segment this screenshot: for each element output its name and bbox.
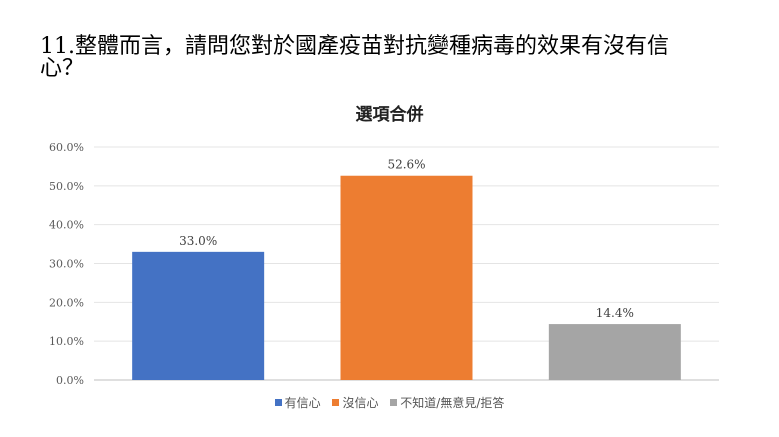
chart-title: 選項合併 (355, 105, 424, 125)
y-tick-label: 40.0% (49, 219, 84, 232)
question-line-2: 心？ (40, 56, 85, 81)
y-tick-label: 10.0% (49, 335, 84, 348)
legend-item-not-confident: 沒信心 (332, 394, 378, 411)
legend-swatch (390, 399, 398, 406)
bar-1 (340, 175, 473, 380)
data-label: 14.4% (596, 306, 634, 320)
bar-0 (132, 251, 265, 380)
y-tick-label: 20.0% (49, 296, 84, 309)
data-label: 33.0% (179, 234, 217, 248)
y-tick-label: 50.0% (49, 180, 84, 193)
bars (132, 175, 681, 380)
bar-2 (548, 324, 681, 380)
question-text: 11.整體而言，請問您對於國產疫苗對抗變種病毒的效果有沒有信 心？ (40, 36, 740, 80)
y-tick-label: 30.0% (49, 258, 84, 271)
legend-item-no-opinion: 不知道/無意見/拒答 (390, 394, 504, 411)
legend-item-confident: 有信心 (274, 394, 321, 411)
y-axis: 0.0% 10.0% 20.0% 30.0% 40.0% 50.0% 60.0% (49, 141, 84, 387)
data-label: 52.6% (387, 158, 425, 172)
data-labels: 33.0% 52.6% 14.4% (179, 158, 634, 320)
y-tick-label: 60.0% (49, 141, 84, 154)
question-line-1: 11.整體而言，請問您對於國產疫苗對抗變種病毒的效果有沒有信 (40, 34, 669, 59)
legend: 有信心 沒信心 不知道/無意見/拒答 (0, 394, 779, 411)
y-tick-label: 0.0% (56, 374, 84, 387)
legend-swatch (332, 399, 340, 406)
legend-swatch (274, 399, 282, 406)
